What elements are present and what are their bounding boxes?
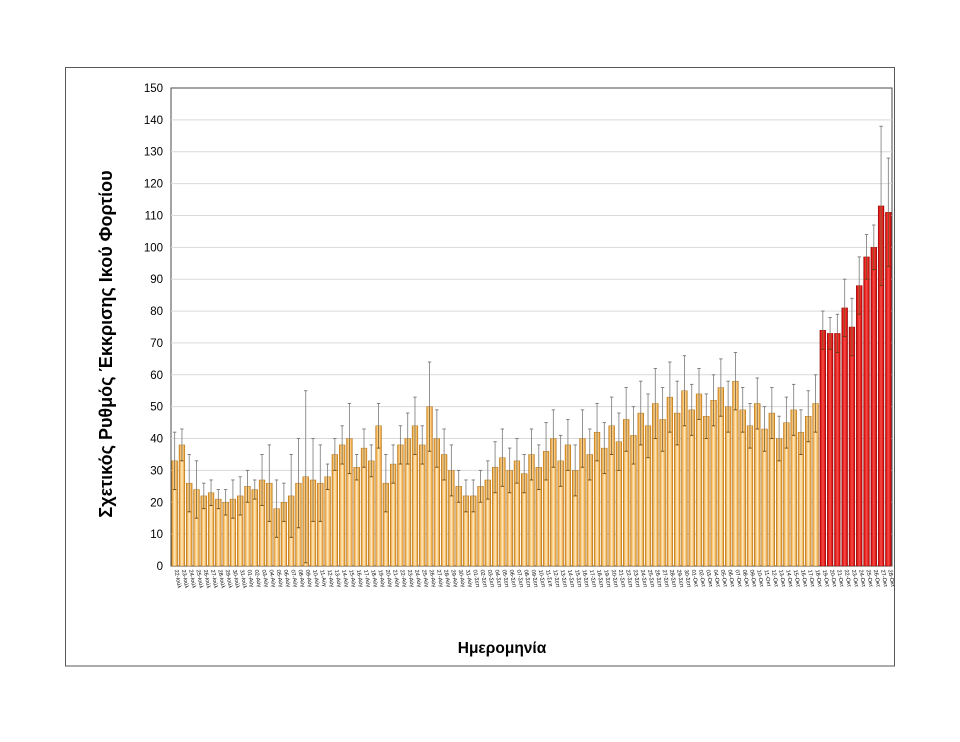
svg-text:50: 50 (150, 402, 163, 414)
svg-text:Ημερομηνία: Ημερομηνία (458, 640, 547, 657)
svg-text:30: 30 (150, 465, 163, 477)
svg-text:80: 80 (150, 306, 163, 318)
svg-text:130: 130 (144, 147, 163, 159)
svg-text:20: 20 (150, 497, 163, 509)
svg-text:120: 120 (144, 179, 163, 191)
svg-text:Σχετικός Ρυθμός Έκκρισης Ικού: Σχετικός Ρυθμός Έκκρισης Ικού Φορτίου (96, 170, 116, 517)
svg-text:60: 60 (150, 370, 163, 382)
svg-text:140: 140 (144, 115, 163, 127)
svg-text:100: 100 (144, 242, 163, 254)
svg-text:10: 10 (150, 529, 163, 541)
svg-text:150: 150 (144, 83, 163, 95)
svg-text:70: 70 (150, 338, 163, 350)
svg-text:90: 90 (150, 274, 163, 286)
svg-text:40: 40 (150, 434, 163, 446)
svg-text:110: 110 (145, 210, 163, 222)
svg-text:0: 0 (157, 561, 163, 573)
